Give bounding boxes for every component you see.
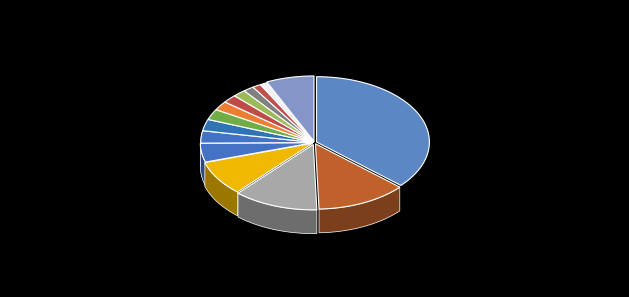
Polygon shape bbox=[205, 143, 313, 192]
Polygon shape bbox=[253, 85, 314, 142]
Polygon shape bbox=[201, 131, 314, 143]
Polygon shape bbox=[244, 87, 314, 142]
Polygon shape bbox=[225, 96, 314, 142]
Polygon shape bbox=[238, 193, 317, 234]
Polygon shape bbox=[267, 76, 314, 141]
Polygon shape bbox=[235, 91, 314, 142]
Polygon shape bbox=[316, 77, 430, 185]
Polygon shape bbox=[208, 110, 314, 142]
Polygon shape bbox=[216, 102, 314, 142]
Polygon shape bbox=[203, 119, 314, 143]
Polygon shape bbox=[201, 131, 203, 167]
Polygon shape bbox=[238, 145, 317, 210]
Polygon shape bbox=[205, 163, 237, 216]
Polygon shape bbox=[319, 187, 400, 233]
Polygon shape bbox=[200, 143, 313, 162]
Polygon shape bbox=[316, 144, 400, 209]
Polygon shape bbox=[260, 83, 314, 142]
Polygon shape bbox=[200, 143, 206, 186]
